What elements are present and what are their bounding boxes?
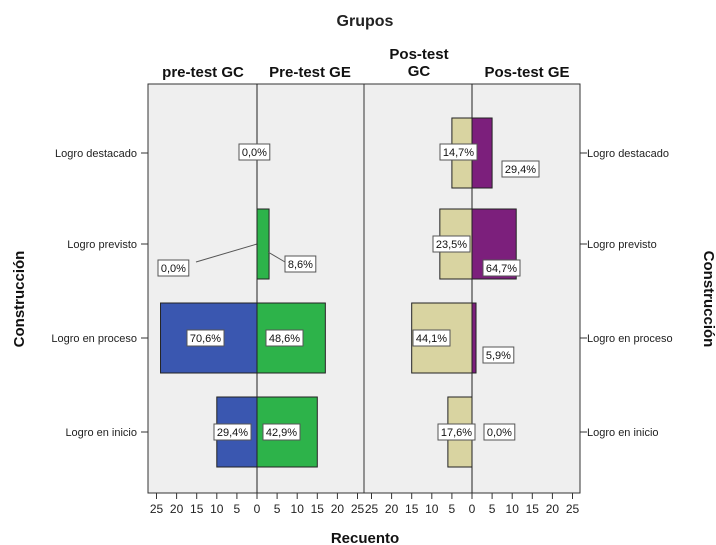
data-label-box — [482, 346, 515, 364]
category-label-right: Logro previsto — [587, 239, 657, 251]
x-tick-label: 20 — [331, 502, 345, 516]
data-label: 29,4% — [505, 164, 536, 176]
data-label-box — [262, 423, 301, 441]
x-tick-label: 15 — [190, 502, 204, 516]
y-axis-label-left: Construcción — [11, 251, 28, 348]
data-label-box — [412, 329, 451, 347]
x-tick-label: 5 — [274, 502, 281, 516]
data-label: 64,7% — [486, 263, 517, 275]
category-label-right: Logro en inicio — [587, 427, 659, 439]
bar — [471, 302, 477, 374]
category-label-left: Logro en proceso — [51, 333, 137, 345]
data-label-box — [238, 143, 271, 161]
x-tick-label: 5 — [234, 502, 241, 516]
data-label-box — [284, 255, 317, 273]
series-header: Pos-test GE — [484, 64, 569, 81]
data-label: 23,5% — [436, 239, 467, 251]
data-label-box — [265, 329, 304, 347]
data-label: 29,4% — [217, 427, 248, 439]
data-label: 0,0% — [161, 263, 186, 275]
series-header: Pre-test GE — [269, 64, 351, 81]
data-label: 48,6% — [269, 333, 300, 345]
data-label: 8,6% — [288, 259, 313, 271]
data-label: 17,6% — [441, 427, 472, 439]
series-header: Pos-test — [389, 46, 448, 63]
category-label-right: Logro en proceso — [587, 333, 673, 345]
series-header: GC — [408, 63, 431, 80]
data-label-box — [186, 329, 225, 347]
leader-line — [195, 243, 258, 263]
y-axis-label-right: Construcción — [700, 251, 716, 348]
x-tick-label: 25 — [365, 502, 379, 516]
bar — [256, 208, 270, 280]
x-tick-label: 5 — [449, 502, 456, 516]
category-label-left: Logro previsto — [67, 239, 137, 251]
data-label-box — [432, 235, 471, 253]
data-label: 0,0% — [487, 427, 512, 439]
category-label-left: Logro en inicio — [65, 427, 137, 439]
category-label-right: Logro destacado — [587, 148, 669, 160]
x-tick-label: 25 — [351, 502, 365, 516]
x-tick-label: 0 — [469, 502, 476, 516]
x-tick-label: 10 — [291, 502, 305, 516]
category-label-left: Logro destacado — [55, 148, 137, 160]
x-tick-label: 5 — [489, 502, 496, 516]
x-tick-label: 15 — [405, 502, 419, 516]
data-label: 0,0% — [242, 147, 267, 159]
x-tick-label: 20 — [385, 502, 399, 516]
data-label: 70,6% — [190, 333, 221, 345]
x-tick-label: 15 — [311, 502, 325, 516]
data-label-box — [482, 259, 521, 277]
chart-title: Grupos — [337, 13, 394, 30]
series-header: pre-test GC — [162, 64, 244, 81]
data-label-box — [501, 160, 540, 178]
data-label: 14,7% — [443, 147, 474, 159]
data-label-box — [157, 259, 190, 277]
data-label-box — [439, 143, 478, 161]
data-label-box — [213, 423, 252, 441]
data-label: 44,1% — [416, 333, 447, 345]
x-tick-label: 0 — [254, 502, 261, 516]
x-tick-label: 15 — [526, 502, 540, 516]
x-tick-label: 20 — [546, 502, 560, 516]
x-axis-label: Recuento — [331, 530, 399, 545]
x-tick-label: 25 — [150, 502, 164, 516]
x-tick-label: 10 — [210, 502, 224, 516]
x-tick-label: 20 — [170, 502, 184, 516]
data-label: 42,9% — [266, 427, 297, 439]
leader-line — [267, 251, 286, 263]
x-tick-label: 10 — [425, 502, 439, 516]
data-label-box — [483, 423, 516, 441]
data-label: 5,9% — [486, 350, 511, 362]
x-tick-label: 25 — [566, 502, 580, 516]
data-label-box — [437, 423, 476, 441]
x-tick-label: 10 — [506, 502, 520, 516]
